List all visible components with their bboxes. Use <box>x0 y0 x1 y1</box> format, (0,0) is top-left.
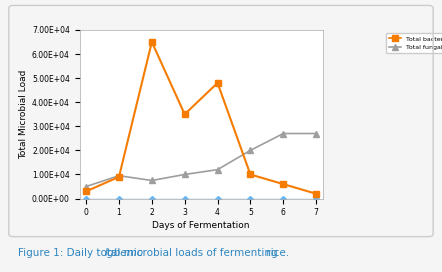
Y-axis label: Total Microbial Load: Total Microbial Load <box>19 70 28 159</box>
X-axis label: Days of Fermentation: Days of Fermentation <box>152 221 250 230</box>
Text: Figure 1: Daily total microbial loads of fermenting: Figure 1: Daily total microbial loads of… <box>18 248 281 258</box>
Legend: Total bacteria count (cfu/g), Total fungal count (sfu/g): Total bacteria count (cfu/g), Total fung… <box>385 33 442 53</box>
Text: rice.: rice. <box>263 248 289 258</box>
Text: Igbemo: Igbemo <box>105 248 144 258</box>
